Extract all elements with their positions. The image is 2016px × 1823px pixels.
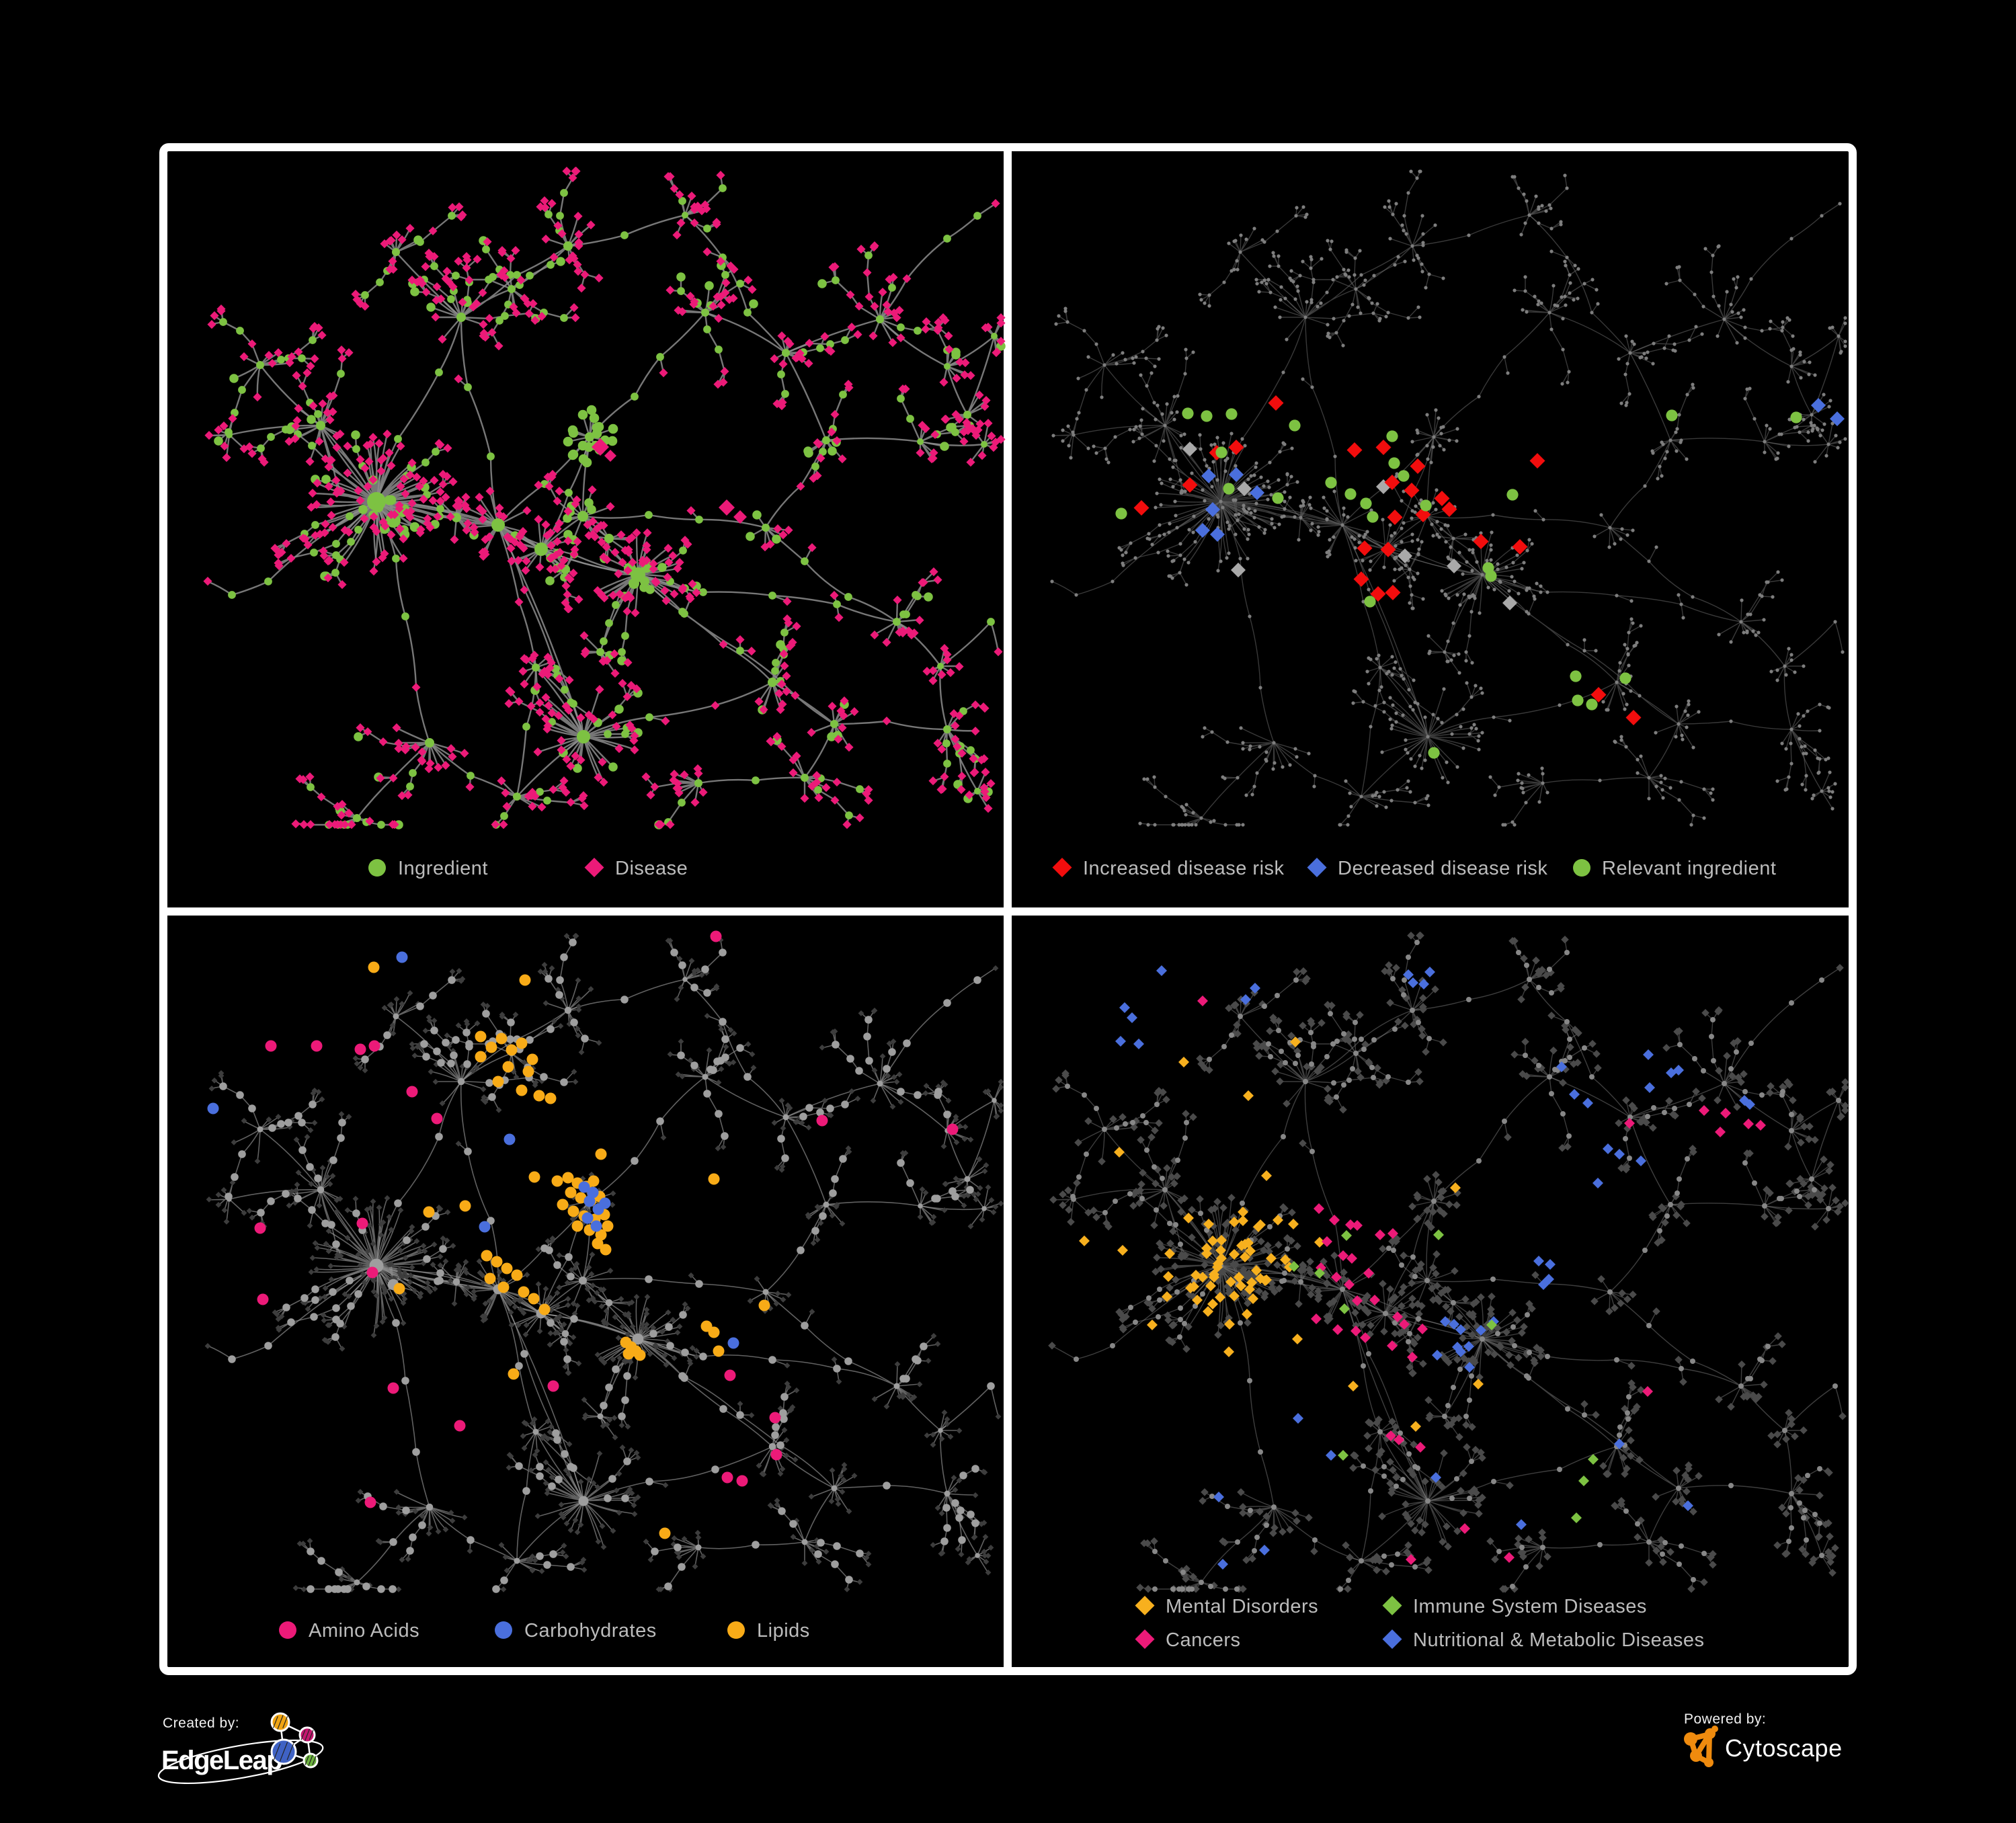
svg-text:Lipids: Lipids	[757, 1620, 810, 1642]
svg-text:Nutritional & Metabolic Diseas: Nutritional & Metabolic Diseases	[1413, 1629, 1704, 1651]
svg-text:Powered by:: Powered by:	[1684, 1711, 1766, 1727]
svg-text:Created by:: Created by:	[163, 1715, 239, 1731]
svg-text:Decreased disease risk: Decreased disease risk	[1338, 858, 1547, 879]
svg-text:Carbohydrates: Carbohydrates	[524, 1620, 657, 1642]
svg-text:Relevant ingredient: Relevant ingredient	[1602, 858, 1776, 879]
svg-text:Disease: Disease	[615, 858, 688, 879]
svg-text:Immune System Diseases: Immune System Diseases	[1413, 1596, 1647, 1617]
svg-text:Ingredient: Ingredient	[398, 858, 488, 879]
svg-text:EdgeLeap: EdgeLeap	[161, 1746, 282, 1775]
svg-text:Increased disease risk: Increased disease risk	[1083, 858, 1285, 879]
svg-text:Amino Acids: Amino Acids	[309, 1620, 419, 1642]
svg-text:Cytoscape: Cytoscape	[1725, 1734, 1843, 1762]
svg-text:Mental Disorders: Mental Disorders	[1166, 1596, 1318, 1617]
svg-text:Cancers: Cancers	[1166, 1629, 1241, 1651]
